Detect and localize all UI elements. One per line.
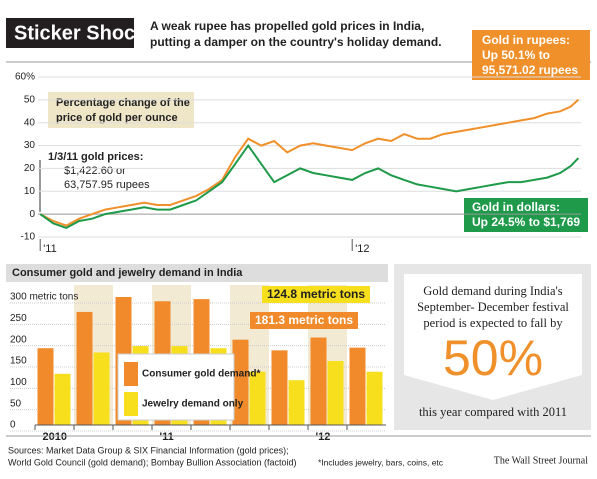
- value-label: 181.3 metric tons: [255, 313, 353, 327]
- value-label-box: [250, 312, 358, 329]
- rupees-box: [472, 30, 590, 80]
- factoid-text: this year compared with 2011: [419, 405, 567, 419]
- x-tick-label: '12: [355, 243, 369, 255]
- bar: [37, 348, 54, 425]
- bar: [327, 361, 344, 425]
- factoid-text: Gold demand during India's: [423, 284, 563, 298]
- bar: [349, 347, 366, 425]
- legend-label: Consumer gold demand*: [142, 369, 260, 380]
- bar: [271, 350, 288, 425]
- y-tick-label: 30: [24, 140, 36, 151]
- bar: [288, 380, 305, 425]
- y-tick-label: 50: [10, 398, 22, 409]
- label-box: [48, 92, 194, 128]
- annotation: price of gold per ounce: [56, 112, 178, 124]
- sources: World Gold Council (gold demand); Bombay…: [8, 457, 296, 467]
- annotation: 1/3/11 gold prices:: [48, 151, 143, 163]
- annotation: Up 50.1% to: [482, 48, 550, 62]
- factoid-text: period is expected to fall by: [423, 316, 563, 330]
- bar: [76, 311, 93, 425]
- x-tick-label: '12: [316, 431, 331, 443]
- series-line: [39, 98, 580, 227]
- y-tick-label: 0: [10, 420, 16, 431]
- x-tick-label: '11: [160, 431, 174, 443]
- legend-swatch: [124, 392, 138, 416]
- factoid-figure: 50%: [443, 330, 543, 386]
- y-tick-label: 100: [10, 377, 27, 388]
- y-tick-label: 150: [10, 356, 27, 367]
- y-tick-label: 200: [10, 334, 27, 345]
- title: Sticker Shock: [14, 22, 147, 44]
- annotation: $1,422.60 or: [64, 165, 126, 177]
- legend-swatch: [124, 362, 138, 386]
- bar: [232, 339, 249, 425]
- bar: [54, 373, 71, 425]
- subtitle: A weak rupee has propelled gold prices i…: [150, 19, 424, 33]
- value-label-box: [262, 286, 370, 303]
- x-tick-label: '11: [43, 243, 57, 255]
- bar: [310, 337, 327, 425]
- y-tick-label: 60%: [15, 72, 35, 83]
- footnote: *Includes jewelry, bars, coins, etc: [318, 457, 444, 467]
- legend-label: Jewelry demand only: [142, 399, 244, 410]
- subtitle: putting a damper on the country's holida…: [150, 35, 442, 49]
- y-tick-label: -10: [21, 232, 36, 243]
- factoid-arrow: [404, 274, 582, 400]
- y-tick-label: 50: [24, 94, 36, 105]
- y-tick-label: 0: [29, 209, 35, 220]
- factoid-text: September- December festival: [417, 300, 569, 314]
- annotation: 63,757.95 rupees: [64, 179, 150, 191]
- bar: [366, 371, 383, 425]
- annotation: Gold in rupees:: [482, 33, 570, 47]
- annotation: Percentage change of the: [56, 97, 190, 109]
- annotation: Up 24.5% to $1,769: [472, 215, 580, 229]
- title-box: [6, 18, 134, 48]
- y-tick-label: 20: [24, 163, 36, 174]
- annotation: 95,571.02 rupees: [482, 63, 578, 77]
- y-tick-label: 40: [24, 117, 36, 128]
- bar-title: Consumer gold and jewelry demand in Indi…: [12, 267, 243, 279]
- y-tick-label: 10: [24, 186, 36, 197]
- annotation: Gold in dollars:: [472, 200, 560, 214]
- credit: The Wall Street Journal: [494, 455, 588, 466]
- x-tick-label: 2010: [43, 431, 67, 443]
- sources: Sources: Market Data Group & SIX Financi…: [8, 445, 289, 455]
- section-bar: [6, 264, 388, 282]
- bar: [249, 371, 266, 425]
- dollars-box: [464, 198, 588, 232]
- y-tick-label: 250: [10, 313, 27, 324]
- y-tick-label: 300 metric tons: [10, 292, 78, 303]
- series-line: [39, 143, 580, 229]
- bar: [93, 352, 110, 425]
- value-label: 124.8 metric tons: [267, 287, 365, 301]
